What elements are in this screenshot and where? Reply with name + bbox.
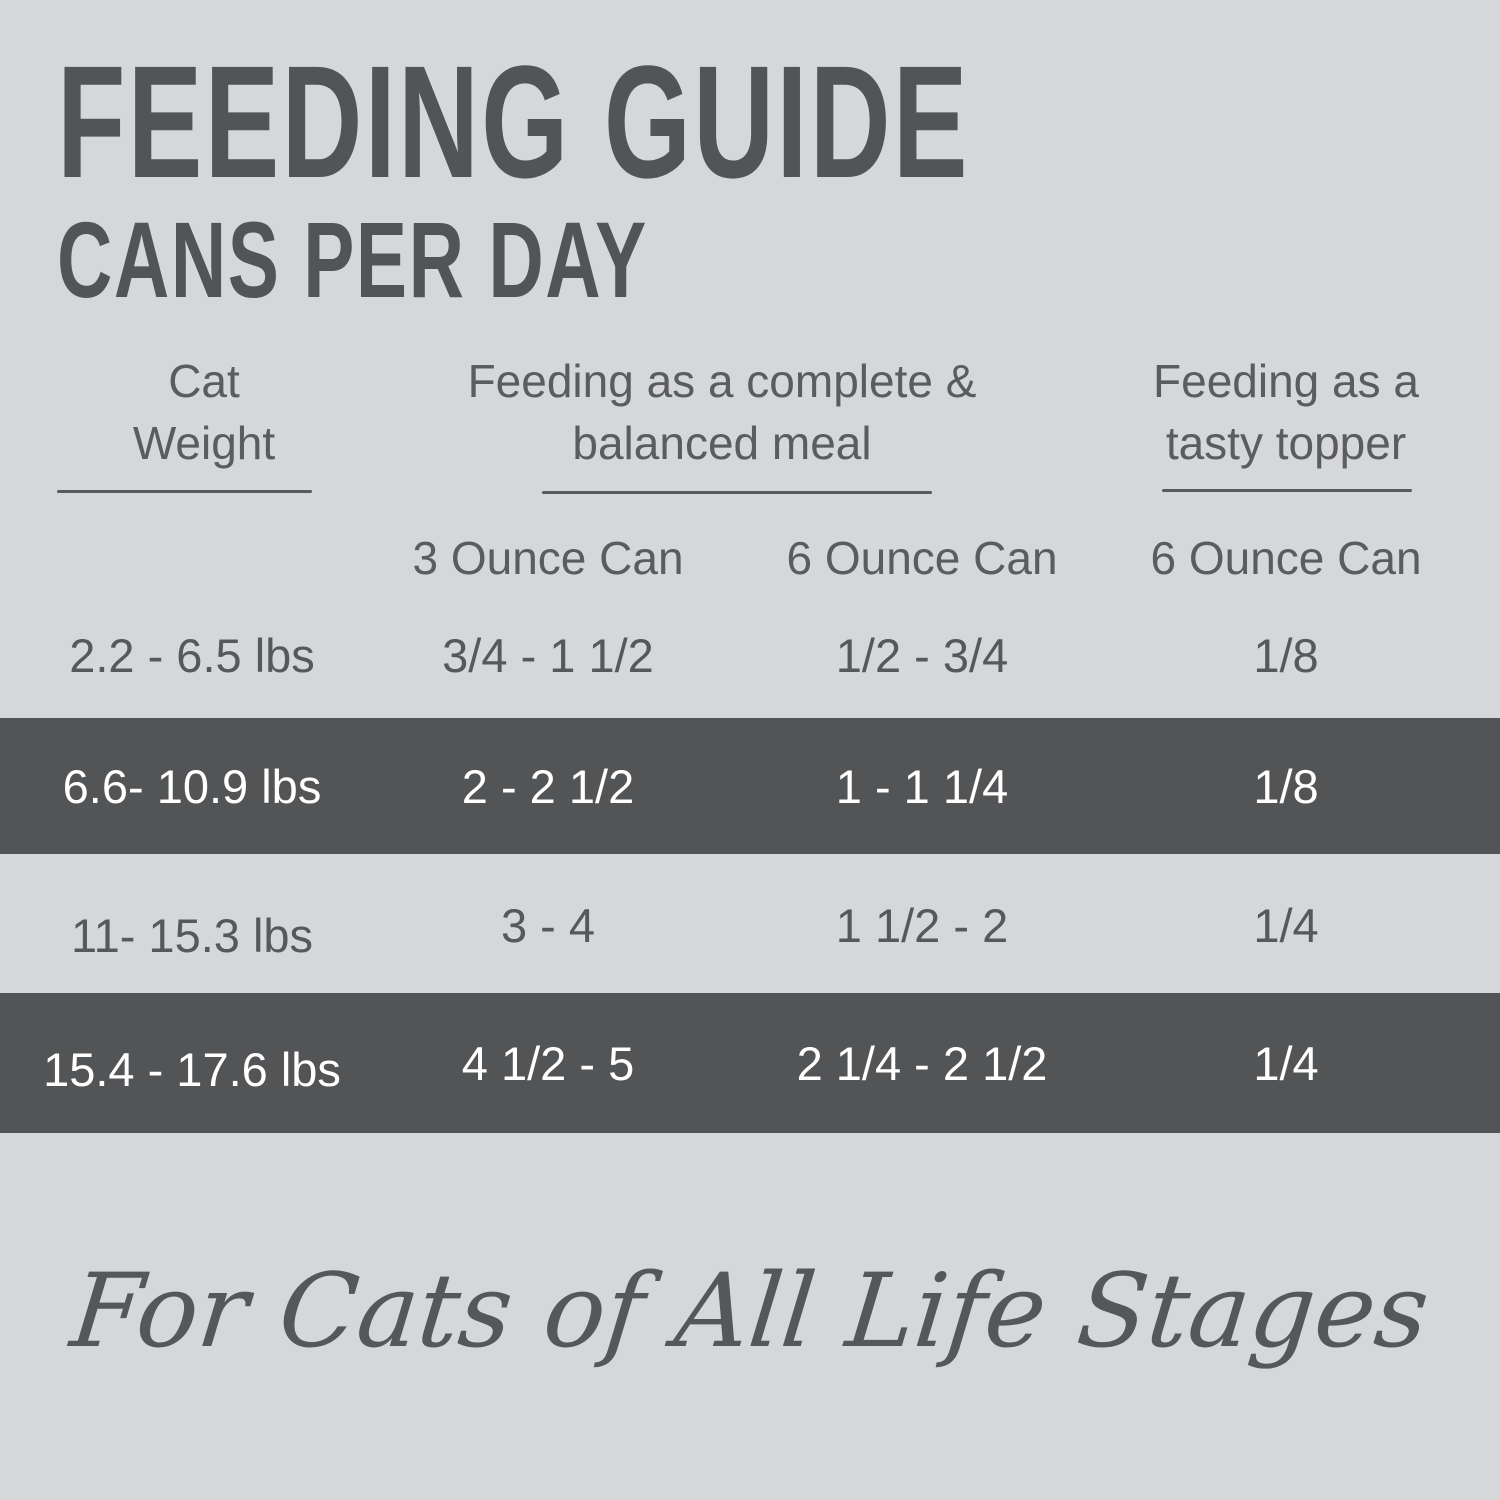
value-cell-6oz-topper: 1/8: [1253, 628, 1319, 682]
page-subtitle: CANS PER DAY: [57, 199, 648, 320]
life-stages-tagline: For Cats of All Life Stages: [65, 1252, 1435, 1371]
subheader-6oz-can-topper: 6 Ounce Can: [1150, 532, 1422, 584]
header-line: Cat: [168, 355, 240, 407]
value-cell-3oz-meal: 2 - 2 1/2: [461, 759, 635, 813]
header-complete-meal: Feeding as a complete & balanced meal: [348, 346, 1096, 478]
tasty-topper-underline: [1162, 489, 1412, 492]
complete-meal-underline: [542, 491, 932, 494]
table-row: 6.6- 10.9 lbs 2 - 2 1/2 1 - 1 1/4 1/8: [0, 718, 1440, 854]
subheader-3oz-can: 3 Ounce Can: [412, 532, 684, 584]
weight-cell: 15.4 - 17.6 lbs: [43, 1042, 341, 1096]
header-line: Feeding as a: [1153, 355, 1419, 407]
value-cell-6oz-meal: 1/2 - 3/4: [835, 628, 1009, 682]
header-line: tasty topper: [1165, 417, 1407, 469]
page-title: FEEDING GUIDE: [57, 32, 970, 211]
header-line: balanced meal: [572, 417, 872, 469]
weight-cell: 11- 15.3 lbs: [70, 908, 314, 962]
table-row: 15.4 - 17.6 lbs 4 1/2 - 5 2 1/4 - 2 1/2 …: [0, 993, 1440, 1133]
highlight-band: 6.6- 10.9 lbs 2 - 2 1/2 1 - 1 1/4 1/8: [0, 718, 1500, 854]
value-cell-6oz-meal: 1 1/2 - 2: [835, 898, 1009, 952]
value-cell-6oz-topper: 1/4: [1253, 1036, 1319, 1090]
weight-cell: 6.6- 10.9 lbs: [62, 759, 322, 813]
table-row: 11- 15.3 lbs 3 - 4 1 1/2 - 2 1/4: [0, 893, 1440, 962]
highlight-band: 15.4 - 17.6 lbs 4 1/2 - 5 2 1/4 - 2 1/2 …: [0, 993, 1500, 1133]
value-cell-6oz-meal: 2 1/4 - 2 1/2: [796, 1036, 1048, 1090]
value-cell-3oz-meal: 3/4 - 1 1/2: [442, 628, 654, 682]
value-cell-6oz-meal: 1 - 1 1/4: [835, 759, 1009, 813]
table-row: 2.2 - 6.5 lbs 3/4 - 1 1/2 1/2 - 3/4 1/8: [0, 623, 1440, 687]
table-column-headers: Cat Weight Feeding as a complete & balan…: [0, 346, 1440, 478]
weight-cell: 2.2 - 6.5 lbs: [69, 628, 315, 682]
value-cell-3oz-meal: 3 - 4: [500, 898, 596, 952]
subheader-spacer: [0, 528, 384, 588]
header-line: Feeding as a complete &: [467, 355, 977, 407]
value-cell-6oz-topper: 1/4: [1253, 898, 1319, 952]
subheader-6oz-can-meal: 6 Ounce Can: [786, 532, 1058, 584]
value-cell-3oz-meal: 4 1/2 - 5: [461, 1036, 635, 1090]
value-cell-6oz-topper: 1/8: [1253, 759, 1319, 813]
header-line: Weight: [132, 417, 276, 469]
header-cat-weight: Cat Weight: [12, 346, 396, 478]
table-sub-headers: 3 Ounce Can 6 Ounce Can 6 Ounce Can: [0, 528, 1440, 588]
header-tasty-topper: Feeding as a tasty topper: [1132, 346, 1440, 478]
cat-weight-underline: [57, 490, 312, 493]
